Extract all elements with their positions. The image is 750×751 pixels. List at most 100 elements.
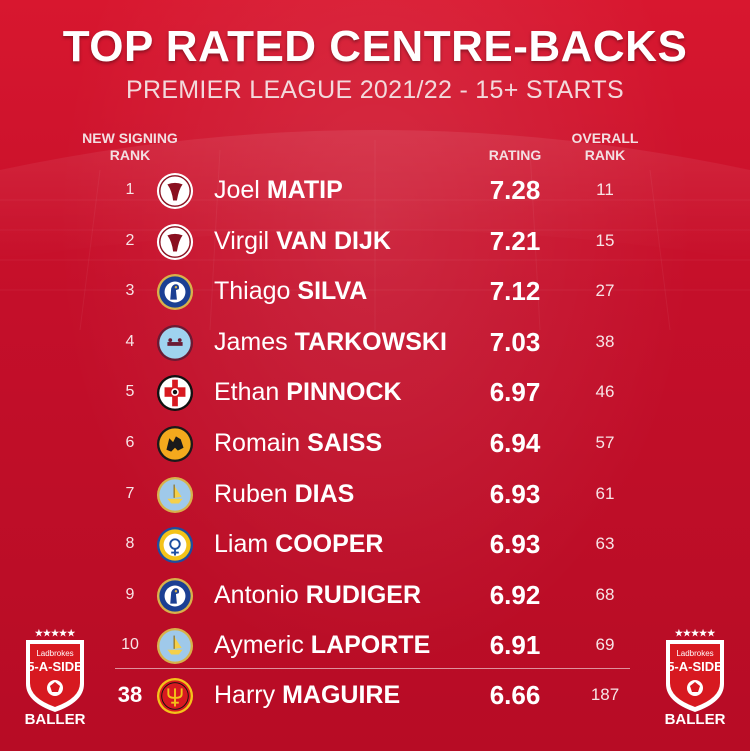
signing-rank: 8: [125, 535, 135, 553]
player-first-name: Liam: [214, 530, 269, 559]
header-signing-rank: NEW SIGNING RANK: [70, 130, 190, 164]
signing-rank: 3: [125, 282, 135, 300]
player-rating: 6.97: [489, 377, 541, 408]
player-rating: 6.93: [489, 529, 541, 560]
player-name: Thiago SILVA: [214, 277, 367, 306]
table-row: 8 Liam COOPER 6.93 63: [0, 520, 750, 570]
page-subtitle: PREMIER LEAGUE 2021/22 - 15+ STARTS: [126, 76, 624, 104]
burnley-crest-icon: [156, 324, 194, 361]
player-last-name: TARKOWSKI: [294, 327, 447, 356]
player-first-name: Thiago: [214, 277, 291, 306]
player-name: Antonio RUDIGER: [214, 581, 421, 610]
player-first-name: Aymeric: [214, 631, 304, 660]
badge-line2: BALLER: [665, 711, 726, 726]
player-first-name: Antonio: [214, 580, 299, 609]
player-name: Joel MATIP: [214, 176, 343, 205]
player-last-name: DIAS: [294, 479, 355, 508]
wolves-crest-icon: [156, 425, 194, 463]
player-name: Ruben DIAS: [214, 480, 354, 509]
page-title: TOP RATED CENTRE-BACKS: [62, 22, 688, 71]
overall-rank: 11: [596, 180, 614, 199]
badge-stars: ★★★★★: [35, 628, 76, 638]
table-row: 9 Antonio RUDIGER 6.92 68: [0, 571, 750, 621]
player-rating: 6.93: [489, 478, 541, 509]
player-last-name: COOPER: [275, 530, 384, 559]
badge-brand: Ladbrokes: [676, 649, 713, 658]
player-rating: 6.66: [489, 680, 541, 710]
table-row: 5 Ethan PINNOCK 6.97 46: [0, 368, 750, 418]
player-last-name: SAISS: [307, 429, 383, 457]
header-overall-rank: OVERALL RANK: [555, 130, 655, 164]
player-rating: 6.94: [489, 428, 541, 458]
man-city-crest-icon: [156, 476, 194, 513]
badge-brand: Ladbrokes: [36, 649, 73, 658]
player-first-name: Ruben: [214, 479, 288, 508]
table-row: 3 Thiago SILVA 7.12 27: [0, 267, 750, 317]
table-row: 10 Aymeric LAPORTE 6.91 69: [0, 621, 750, 671]
signing-rank: 9: [125, 585, 135, 603]
player-last-name: MATIP: [266, 176, 343, 204]
liverpool-crest-icon: [156, 172, 194, 210]
overall-rank: 69: [595, 635, 615, 655]
signing-rank: 1: [125, 181, 135, 198]
overall-rank: 61: [595, 483, 615, 503]
table-row: 4 James TARKOWSKI 7.03 38: [0, 318, 750, 368]
overall-rank: 187: [590, 685, 620, 704]
leeds-crest-icon: [156, 527, 194, 564]
table-divider: [115, 668, 630, 669]
badge-line1: 5-A-SIDE: [667, 659, 723, 674]
header-overall-line2: RANK: [584, 147, 626, 163]
player-last-name: PINNOCK: [286, 378, 402, 407]
player-first-name: Harry: [214, 681, 276, 709]
man-city-crest-icon: [156, 628, 194, 665]
player-first-name: Virgil: [214, 226, 270, 255]
player-first-name: Joel: [214, 176, 260, 204]
player-last-name: MAGUIRE: [282, 681, 401, 709]
chelsea-crest-icon: [156, 274, 194, 311]
player-first-name: Ethan: [214, 378, 280, 407]
player-last-name: RUDIGER: [305, 580, 422, 609]
chelsea-crest-icon: [156, 577, 194, 614]
header-overall-line1: OVERALL: [571, 130, 639, 146]
featured-row: 38 Harry MAGUIRE 6.66 187: [0, 671, 750, 721]
player-last-name: LAPORTE: [310, 631, 431, 660]
signing-rank: 7: [125, 484, 135, 502]
overall-rank: 27: [595, 281, 615, 301]
player-name: Virgil VAN DIJK: [214, 227, 391, 256]
badge-stars: ★★★★★: [675, 628, 716, 638]
header-signing-rank-line1: NEW SIGNING: [82, 130, 178, 146]
player-first-name: Romain: [214, 429, 301, 457]
player-rating: 6.91: [489, 630, 541, 661]
player-name: Liam COOPER: [214, 530, 384, 559]
player-rating: 7.28: [489, 175, 541, 205]
player-name: Romain SAISS: [214, 429, 382, 458]
table-row: 1 Joel MATIP 7.28 11: [0, 166, 750, 216]
liverpool-crest-icon: [156, 223, 194, 260]
signing-rank: 38: [117, 682, 143, 707]
table-row: 2 Virgil VAN DIJK 7.21 15: [0, 217, 750, 267]
player-first-name: James: [214, 327, 288, 356]
overall-rank: 38: [595, 331, 615, 351]
player-name: Harry MAGUIRE: [214, 681, 400, 710]
overall-rank: 57: [595, 433, 615, 452]
overall-rank: 15: [595, 230, 615, 250]
player-rating: 7.21: [489, 225, 541, 256]
signing-rank: 6: [125, 434, 135, 451]
table-row: 6 Romain SAISS 6.94 57: [0, 419, 750, 469]
player-last-name: VAN DIJK: [276, 226, 391, 255]
player-name: Ethan PINNOCK: [214, 378, 402, 407]
signing-rank: 10: [121, 636, 139, 654]
badge-line1: 5-A-SIDE: [27, 659, 83, 674]
table-row: 7 Ruben DIAS 6.93 61: [0, 470, 750, 520]
overall-rank: 68: [595, 584, 615, 604]
header-rating: RATING: [488, 147, 542, 163]
player-rating: 7.03: [489, 326, 541, 357]
player-name: James TARKOWSKI: [214, 328, 447, 357]
brentford-crest-icon: [156, 375, 194, 412]
player-rating: 7.12: [489, 276, 541, 307]
overall-rank: 46: [595, 382, 615, 402]
man-utd-crest-icon: [156, 677, 194, 715]
